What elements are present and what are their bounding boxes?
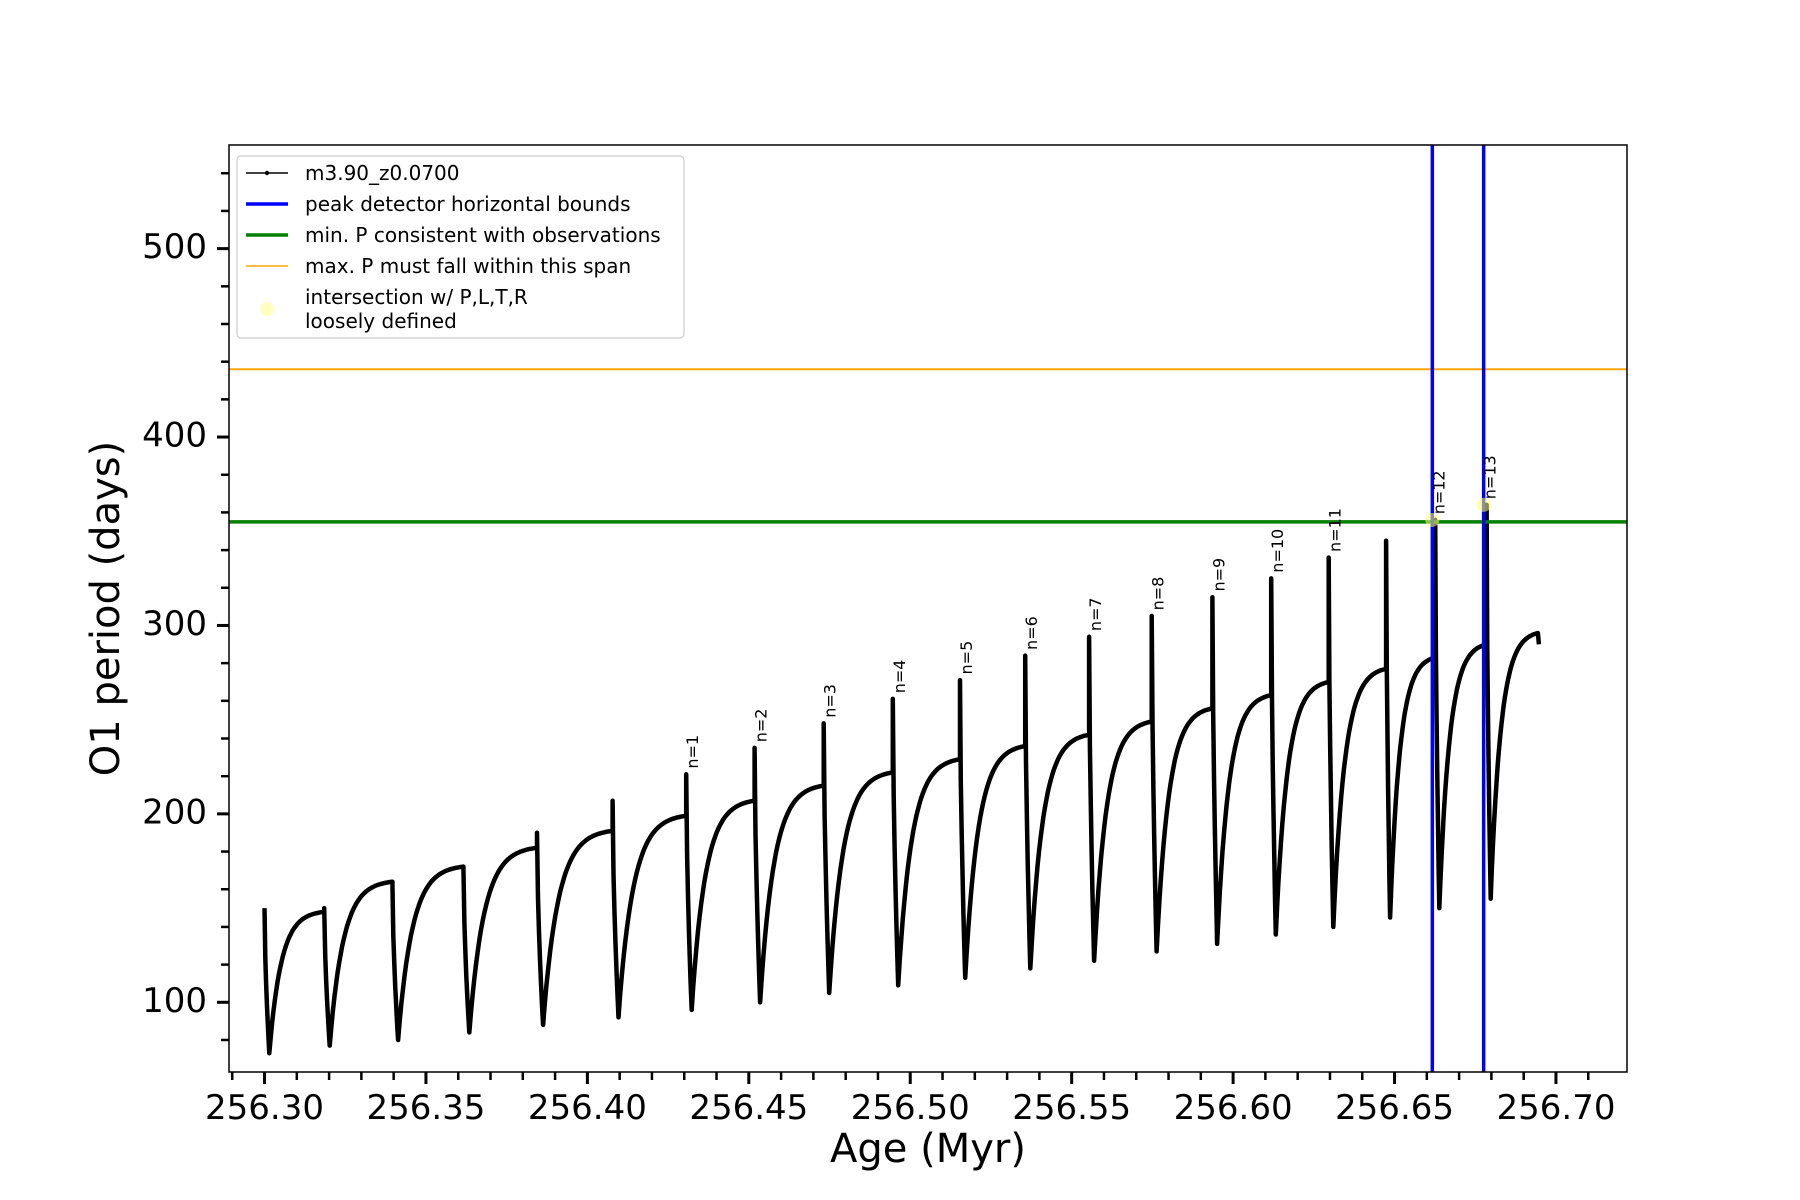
x-tick-label: 256.35 [366, 1088, 485, 1128]
cycle-label: n=7 [1086, 597, 1105, 631]
x-tick-label: 256.30 [205, 1088, 324, 1128]
cycle-label: n=3 [821, 684, 840, 718]
cycle-label: n=10 [1268, 529, 1287, 573]
cycle-label: n=12 [1429, 470, 1448, 514]
x-tick-label: 256.55 [1012, 1088, 1131, 1128]
legend-label: intersection w/ P,L,T,R [305, 285, 528, 309]
annotations: n=1 n=2 n=3 n=4 n=5 n=6 n=7 n=8 n=9 n=10 n=11 n=12 n… [683, 455, 1499, 768]
x-axis-label: Age (Myr) [830, 1126, 1026, 1172]
x-tick-label: 256.50 [851, 1088, 970, 1128]
legend-label: min. P consistent with observations [305, 223, 661, 247]
cycle-label: n=5 [957, 641, 976, 675]
y-axis-label: O1 period (days) [83, 441, 129, 776]
cycle-label: n=2 [752, 709, 771, 743]
y-tick-label: 300 [142, 604, 207, 644]
x-tick-label: 256.45 [689, 1088, 808, 1128]
legend-label: max. P must fall within this span [305, 254, 631, 278]
legend-label: peak detector horizontal bounds [305, 192, 631, 216]
cycle-label: n=1 [683, 735, 702, 769]
cycle-label: n=9 [1209, 558, 1228, 592]
x-tick-label: 256.65 [1335, 1088, 1454, 1128]
x-tick-label: 256.40 [528, 1088, 647, 1128]
legend-handle-marker [260, 302, 274, 316]
x-tick-label: 256.60 [1174, 1088, 1293, 1128]
series-line [262, 502, 1542, 1056]
cycle-label: n=13 [1481, 455, 1500, 499]
data-layer [262, 502, 1542, 1056]
legend-label: m3.90_z0.0700 [305, 161, 460, 185]
axis-ticks: 256.30 256.35 256.40 256.45 256.50 256.55 256.… [142, 227, 1615, 1128]
plot-frame [228, 144, 1628, 1073]
y-tick-label: 500 [142, 227, 207, 267]
cycle-label: n=4 [890, 660, 909, 694]
intersection-marker [1476, 497, 1491, 512]
legend-label-line2: loosely defined [305, 309, 457, 333]
intersection-marker [1425, 512, 1440, 527]
y-tick-label: 100 [142, 981, 207, 1021]
y-tick-label: 200 [142, 792, 207, 832]
reference-lines [229, 145, 1627, 1072]
y-tick-label: 400 [142, 416, 207, 456]
y-minor-ticks [221, 172, 229, 1042]
x-tick-label: 256.70 [1496, 1088, 1615, 1128]
legend-box [236, 155, 685, 339]
cycle-label: n=6 [1022, 616, 1041, 650]
x-minor-ticks [230, 1072, 1590, 1080]
cycle-label: n=8 [1149, 577, 1168, 611]
cycle-label: n=11 [1326, 508, 1345, 552]
legend-handle-dot [264, 170, 270, 176]
